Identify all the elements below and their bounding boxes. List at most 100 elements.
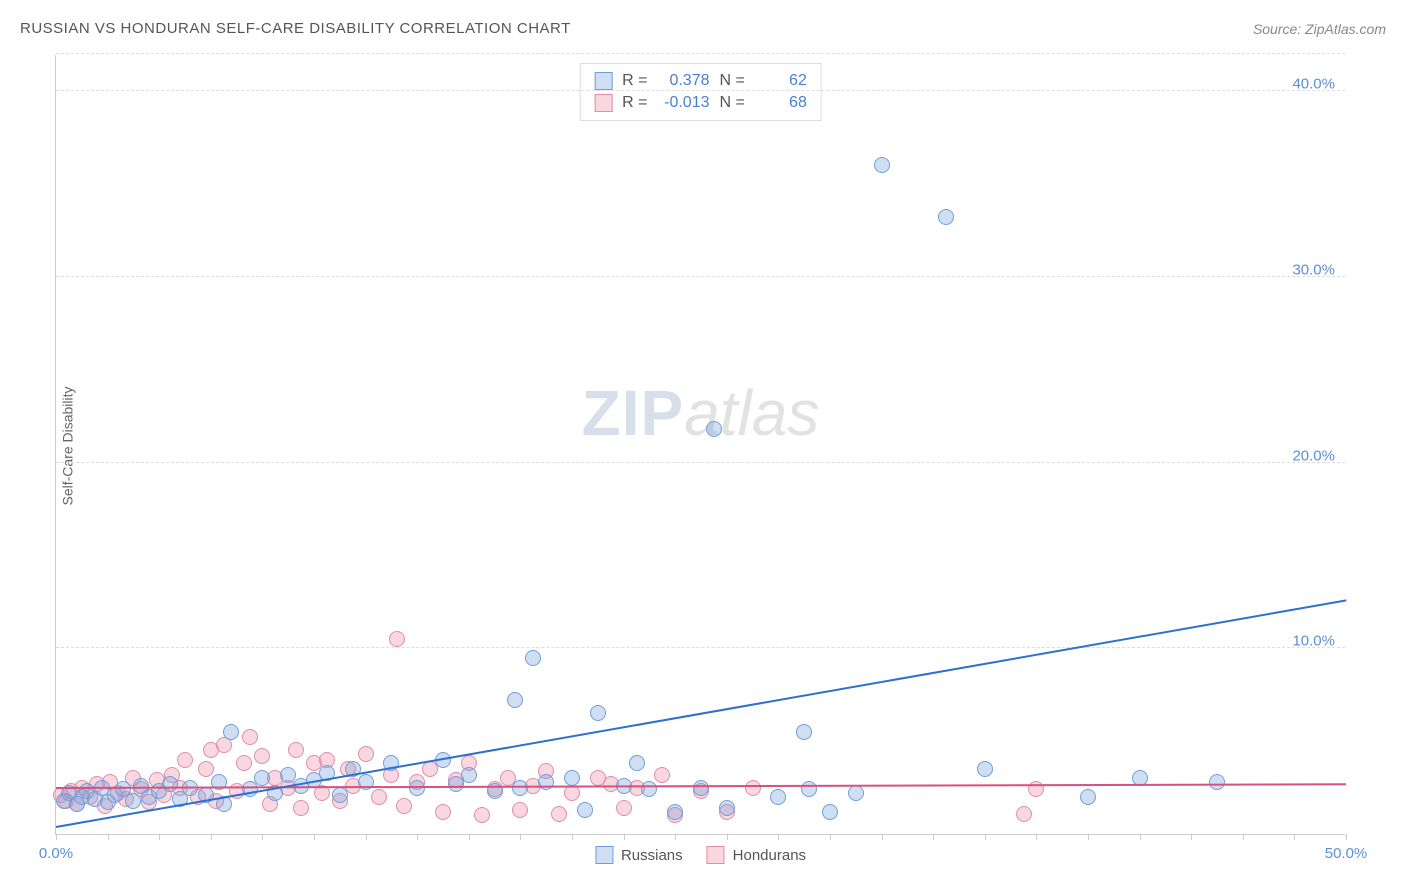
scatter-point-russians xyxy=(590,705,606,721)
scatter-point-hondurans xyxy=(288,742,304,758)
y-tick-label: 30.0% xyxy=(1292,261,1335,278)
scatter-point-hondurans xyxy=(371,789,387,805)
scatter-point-russians xyxy=(693,780,709,796)
x-tick-mark xyxy=(1294,834,1295,840)
scatter-point-hondurans xyxy=(654,767,670,783)
source-attribution: Source: ZipAtlas.com xyxy=(1253,21,1386,37)
swatch-russians xyxy=(595,846,613,864)
gridline xyxy=(56,462,1345,463)
scatter-point-russians xyxy=(577,802,593,818)
x-tick-mark xyxy=(108,834,109,840)
x-tick-mark xyxy=(1243,834,1244,840)
x-tick-mark xyxy=(830,834,831,840)
x-tick-mark xyxy=(882,834,883,840)
y-tick-label: 20.0% xyxy=(1292,447,1335,464)
x-tick-mark xyxy=(985,834,986,840)
scatter-point-russians xyxy=(874,157,890,173)
scatter-point-russians xyxy=(977,761,993,777)
x-tick-mark xyxy=(314,834,315,840)
stats-legend-box: R = 0.378 N = 62 R = -0.013 N = 68 xyxy=(579,63,822,121)
r-value-hondurans: -0.013 xyxy=(658,94,710,112)
scatter-point-russians xyxy=(848,785,864,801)
gridline xyxy=(56,53,1345,54)
y-tick-label: 10.0% xyxy=(1292,633,1335,650)
legend-label-hondurans: Hondurans xyxy=(733,847,806,864)
x-tick-mark xyxy=(624,834,625,840)
legend-label-russians: Russians xyxy=(621,847,683,864)
r-label: R = xyxy=(622,94,647,112)
x-tick-label: 0.0% xyxy=(39,845,73,862)
scatter-point-hondurans xyxy=(435,804,451,820)
watermark-zip: ZIP xyxy=(582,377,685,449)
gridline xyxy=(56,90,1345,91)
scatter-point-hondurans xyxy=(242,729,258,745)
scatter-point-russians xyxy=(525,650,541,666)
n-value-russians: 62 xyxy=(755,72,807,90)
scatter-point-russians xyxy=(667,804,683,820)
watermark-atlas: atlas xyxy=(684,377,819,449)
source-label: Source: xyxy=(1253,21,1305,37)
scatter-point-russians xyxy=(1080,789,1096,805)
scatter-point-russians xyxy=(162,776,178,792)
swatch-hondurans xyxy=(707,846,725,864)
x-tick-mark xyxy=(1191,834,1192,840)
scatter-point-russians xyxy=(242,781,258,797)
scatter-point-russians xyxy=(1209,774,1225,790)
n-label: N = xyxy=(720,94,745,112)
x-tick-mark xyxy=(211,834,212,840)
x-tick-mark xyxy=(1036,834,1037,840)
swatch-hondurans xyxy=(594,94,612,112)
scatter-point-russians xyxy=(822,804,838,820)
x-tick-mark xyxy=(1088,834,1089,840)
x-tick-mark xyxy=(778,834,779,840)
x-tick-mark xyxy=(56,834,57,840)
r-label: R = xyxy=(622,72,647,90)
legend-item-russians: Russians xyxy=(595,846,683,864)
scatter-point-hondurans xyxy=(198,761,214,777)
x-tick-mark xyxy=(727,834,728,840)
scatter-point-russians xyxy=(461,767,477,783)
scatter-point-russians xyxy=(507,692,523,708)
scatter-point-hondurans xyxy=(293,800,309,816)
gridline xyxy=(56,276,1345,277)
scatter-point-hondurans xyxy=(254,748,270,764)
scatter-point-hondurans xyxy=(616,800,632,816)
scatter-point-russians xyxy=(938,209,954,225)
scatter-point-hondurans xyxy=(358,746,374,762)
scatter-point-russians xyxy=(796,724,812,740)
n-value-hondurans: 68 xyxy=(755,94,807,112)
x-tick-mark xyxy=(469,834,470,840)
series-legend: Russians Hondurans xyxy=(595,846,806,864)
x-tick-mark xyxy=(933,834,934,840)
x-tick-mark xyxy=(262,834,263,840)
scatter-point-hondurans xyxy=(396,798,412,814)
y-tick-label: 40.0% xyxy=(1292,76,1335,93)
scatter-point-hondurans xyxy=(551,806,567,822)
source-name: ZipAtlas.com xyxy=(1305,21,1386,37)
stats-row-russians: R = 0.378 N = 62 xyxy=(594,70,807,92)
scatter-point-hondurans xyxy=(236,755,252,771)
watermark: ZIPatlas xyxy=(582,376,820,450)
x-tick-mark xyxy=(1346,834,1347,840)
scatter-point-russians xyxy=(719,800,735,816)
scatter-point-russians xyxy=(254,770,270,786)
scatter-point-russians xyxy=(770,789,786,805)
scatter-point-russians xyxy=(641,781,657,797)
x-tick-mark xyxy=(520,834,521,840)
scatter-point-russians xyxy=(706,421,722,437)
scatter-plot-area: ZIPatlas R = 0.378 N = 62 R = -0.013 N =… xyxy=(55,55,1345,835)
stats-row-hondurans: R = -0.013 N = 68 xyxy=(594,92,807,114)
x-tick-mark xyxy=(159,834,160,840)
x-tick-mark xyxy=(675,834,676,840)
scatter-point-russians xyxy=(564,770,580,786)
swatch-russians xyxy=(594,72,612,90)
chart-title: RUSSIAN VS HONDURAN SELF-CARE DISABILITY… xyxy=(20,20,571,37)
scatter-point-hondurans xyxy=(512,802,528,818)
scatter-point-russians xyxy=(223,724,239,740)
n-label: N = xyxy=(720,72,745,90)
scatter-point-hondurans xyxy=(1016,806,1032,822)
x-tick-mark xyxy=(417,834,418,840)
scatter-point-hondurans xyxy=(564,785,580,801)
x-tick-label: 50.0% xyxy=(1325,845,1368,862)
scatter-point-hondurans xyxy=(474,807,490,823)
